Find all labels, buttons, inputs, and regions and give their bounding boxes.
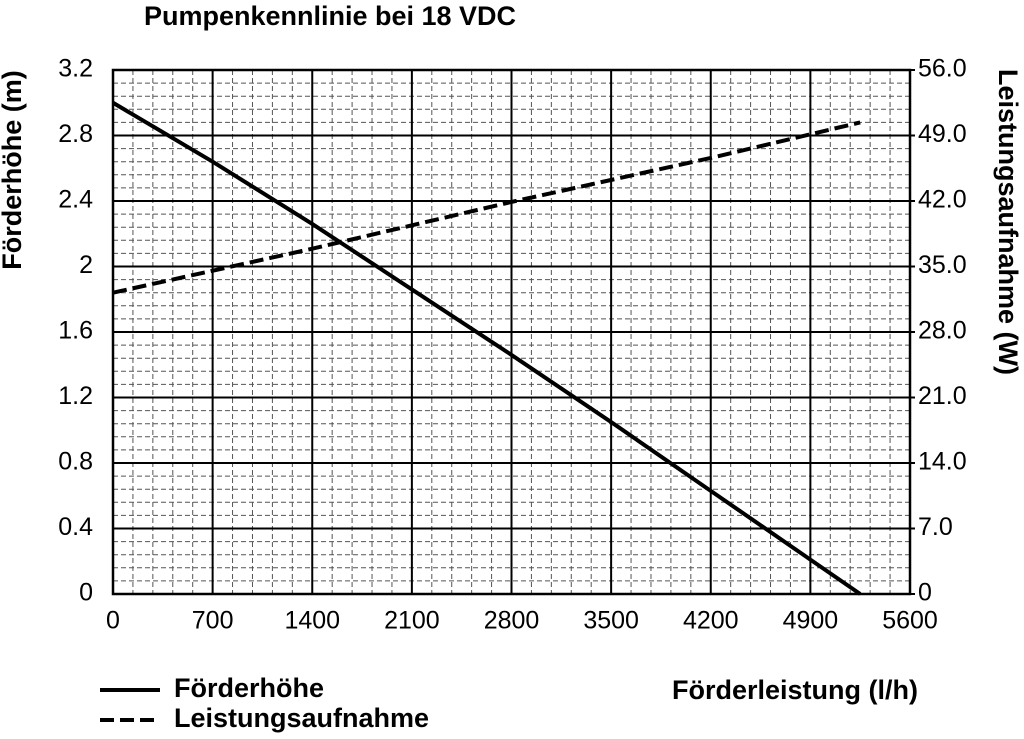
y2-tick-label: 42.0 <box>918 186 967 214</box>
x-tick-label: 2100 <box>384 607 440 635</box>
y-tick-label: 2 <box>79 251 93 279</box>
y2-tick-label: 49.0 <box>918 120 967 148</box>
y-tick-label: 1.2 <box>58 382 93 410</box>
x-tick-label: 5600 <box>882 607 938 635</box>
series-line <box>111 101 862 596</box>
x-tick-label: 2800 <box>484 607 540 635</box>
y-axis-label: Förderhöhe (m) <box>0 70 27 270</box>
x-tick-label: 4200 <box>683 607 739 635</box>
x-tick-label: 3500 <box>583 607 639 635</box>
y2-tick-label: 56.0 <box>918 55 967 83</box>
x-tick-label: 700 <box>192 607 234 635</box>
y2-tick-label: 0 <box>918 579 932 607</box>
y-tick-label: 3.2 <box>58 55 93 83</box>
y-tick-label: 0.4 <box>58 513 93 541</box>
x-tick-label: 1400 <box>284 607 340 635</box>
y-tick-label: 2.4 <box>58 186 93 214</box>
y2-tick-label: 14.0 <box>918 448 967 476</box>
legend-label: Leistungsaufnahme <box>174 703 429 733</box>
y2-axis-label: Leistungsaufnahme (W) <box>993 69 1023 375</box>
y2-tick-label: 35.0 <box>918 251 967 279</box>
y-tick-label: 2.8 <box>58 120 93 148</box>
y2-tick-label: 21.0 <box>918 382 967 410</box>
plot-frame <box>111 68 912 596</box>
series-line <box>112 120 861 295</box>
y-tick-label: 1.6 <box>58 317 93 345</box>
y-tick-label: 0 <box>79 579 93 607</box>
y-tick-label: 0.8 <box>58 448 93 476</box>
legend-label: Förderhöhe <box>174 673 324 703</box>
y2-tick-label: 7.0 <box>918 513 953 541</box>
x-tick-label: 0 <box>106 607 120 635</box>
chart-title: Pumpenkennlinie bei 18 VDC <box>144 1 516 31</box>
y2-tick-label: 28.0 <box>918 317 967 345</box>
x-tick-label: 4900 <box>783 607 839 635</box>
x-axis-label: Förderleistung (l/h) <box>672 675 918 705</box>
